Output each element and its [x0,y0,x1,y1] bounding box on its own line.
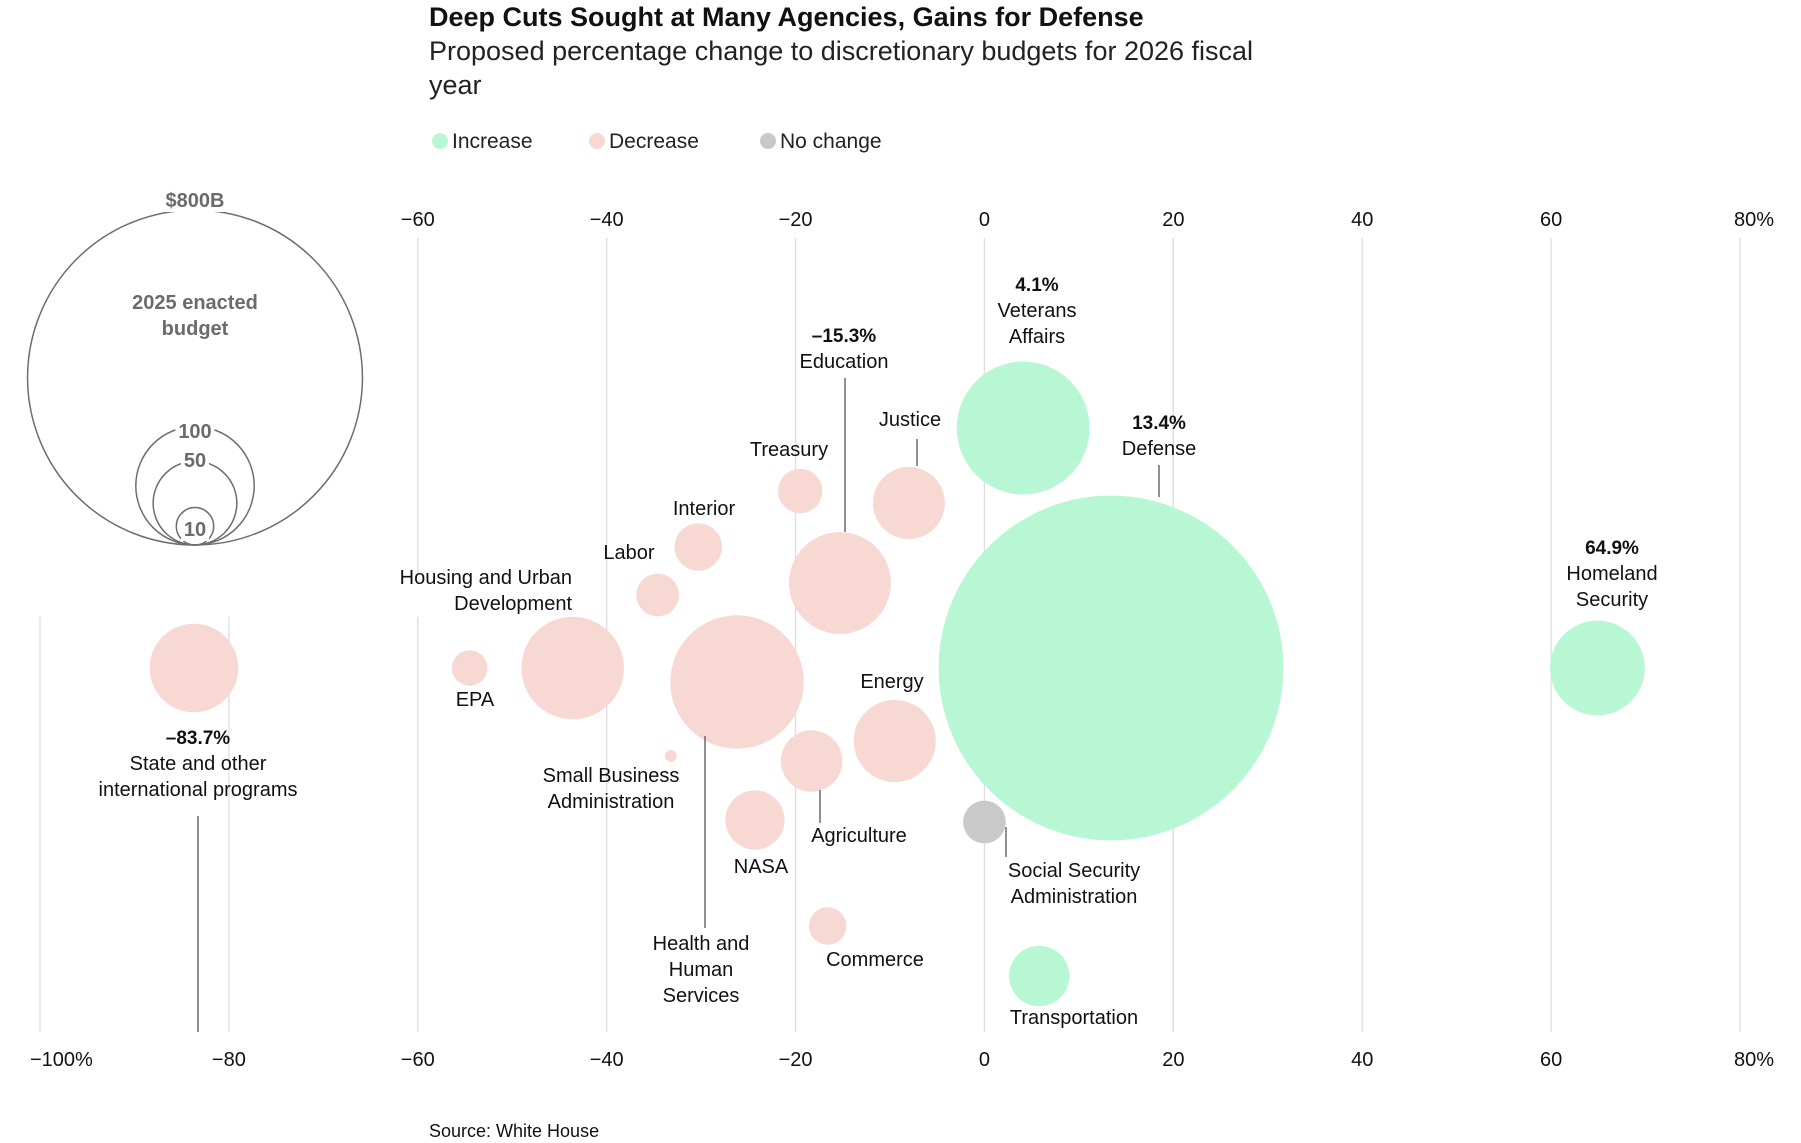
agency-label-state-and-other-international-programs: State and other [130,753,267,775]
x-tick-label-bottom: 60 [1540,1049,1562,1071]
agency-label-veterans-affairs: Affairs [1009,326,1065,348]
x-tick-label-bottom: 40 [1351,1049,1373,1071]
bubble-labor [636,573,680,617]
bubble-defense [938,495,1284,841]
size-key-label-mask [181,449,209,472]
size-key-label-800b: $800B [166,190,225,212]
x-tick-label-top: 40 [1351,209,1373,231]
size-key-circle-10 [175,506,215,546]
bubble-treasury [778,468,823,514]
legend-label-decrease: Decrease [609,130,699,153]
bubble-education [789,532,891,634]
size-key-label-mask [164,189,226,212]
x-tick-label-bottom: −60 [401,1049,435,1071]
legend-label-increase: Increase [452,130,533,153]
bubble-justice [872,466,945,540]
legend-swatch-no-change [760,133,776,149]
bubble-small-business-administration [664,750,677,762]
x-tick-label-top: −20 [779,209,813,231]
bubble-nasa [725,790,785,850]
agency-label-nasa: NASA [734,856,789,878]
agency-label-small-business-administration: Small Business [543,765,680,787]
bubble-health-and-human-services [670,615,804,749]
size-key-label-100: 100 [178,421,211,443]
bubble-state-and-other-international-programs [149,623,239,713]
legend: Increase Decrease No change [432,130,882,153]
bubble-veterans-affairs [956,361,1090,495]
size-key-label-10: 10 [184,519,206,541]
agency-label-education: Education [800,351,889,373]
agency-label-agriculture: Agriculture [811,825,907,847]
size-key-caption: 2025 enacted [132,292,258,314]
agency-label-commerce: Commerce [826,949,924,971]
bubble-energy [853,699,936,783]
x-tick-label-bottom: 20 [1162,1049,1184,1071]
x-tick-label-top: 80% [1734,209,1774,231]
axis-tick-labels: −100% −80 −60 −60 −40 −40 −20 −20 0 0 20 20 40 40 60 60… [30,209,1774,1071]
agency-label-epa: EPA [456,689,495,711]
agency-label-homeland-security: Homeland [1566,563,1657,585]
legend-label-no-change: No change [780,130,882,153]
agency-label-energy: Energy [860,671,923,693]
size-key-label-mask [181,518,209,541]
x-tick-label-bottom: −80 [212,1049,246,1071]
agency-label-defense: Defense [1122,438,1197,460]
size-key-circle-800b [26,209,364,546]
x-tick-label-bottom: −100% [30,1049,93,1071]
x-tick-label-bottom: −20 [779,1049,813,1071]
bubble-labels: –83.7% State and other international progr… [99,275,1658,1032]
agency-label-social-security-administration: Social Security [1008,860,1140,882]
chart-subtitle-line-1: Proposed percentage change to discretion… [429,36,1253,66]
x-tick-label-bottom: 0 [979,1049,990,1071]
x-tick-label-top: −40 [590,209,624,231]
bubble-housing-and-urban-development [521,616,624,720]
agency-label-health-and-human-services: Health and [653,933,750,955]
bubble-transportation [1009,945,1070,1007]
agency-label-treasury: Treasury [750,439,828,461]
x-tick-label-top: 20 [1162,209,1184,231]
agency-label-justice: Justice [879,409,941,431]
value-label-education: –15.3% [812,326,877,347]
legend-swatch-increase [432,133,448,149]
legend-swatch-decrease [589,133,605,149]
value-label-homeland-security: 64.9% [1585,538,1639,559]
bubbles [149,361,1645,1007]
x-tick-label-bottom: −40 [590,1049,624,1071]
chart-title: Deep Cuts Sought at Many Agencies, Gains… [429,2,1144,32]
bubble-commerce [808,907,847,945]
x-tick-label-top: −60 [401,209,435,231]
value-label-defense: 13.4% [1132,413,1186,434]
agency-label-labor: Labor [603,542,654,564]
bubble-homeland-security [1550,620,1645,716]
agency-label-small-business-administration: Administration [548,791,675,813]
agency-label-health-and-human-services: Services [663,985,740,1007]
chart-subtitle-line-2: year [429,70,482,100]
x-tick-label-bottom: 80% [1734,1049,1774,1071]
size-key: $800B 100 50 10 2025 enacted budget [26,189,364,546]
agency-label-transportation: Transportation [1010,1007,1138,1029]
bubble-epa [451,650,488,686]
size-key-label-mask [175,420,215,443]
value-label-veterans-affairs: 4.1% [1015,275,1058,296]
agency-label-veterans-affairs: Veterans [998,300,1077,322]
size-key-label-50: 50 [184,450,206,472]
agency-label-homeland-security: Security [1576,589,1648,611]
value-label-state-and-other-international-programs: –83.7% [166,728,231,749]
agency-label-social-security-administration: Administration [1011,886,1138,908]
x-tick-label-top: 0 [979,209,990,231]
agency-label-state-and-other-international-programs: international programs [99,779,298,801]
size-key-caption: budget [162,318,229,340]
bubble-agriculture [780,730,843,792]
agency-label-health-and-human-services: Human [669,959,733,981]
source-note: Source: White House [429,1121,599,1141]
agency-label-housing-and-urban-development: Development [454,593,572,615]
grid-lines [39,238,1741,1032]
agency-label-interior: Interior [673,498,736,520]
x-tick-label-top: 60 [1540,209,1562,231]
bubble-interior [674,523,722,571]
bubble-social-security-administration [963,800,1006,844]
agency-label-housing-and-urban-development: Housing and Urban [400,567,572,589]
